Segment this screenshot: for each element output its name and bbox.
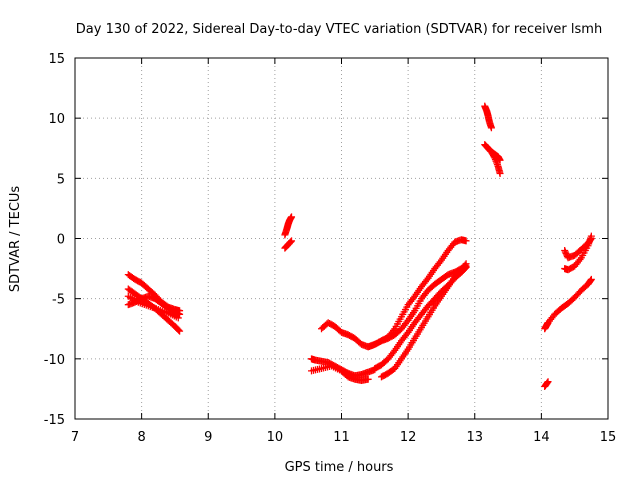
x-tick-label: 9 <box>204 430 212 445</box>
data-point <box>461 261 469 269</box>
x-axis-label: GPS time / hours <box>285 460 394 475</box>
y-tick-label: 15 <box>48 52 65 67</box>
y-tick-label: 0 <box>57 233 65 248</box>
tick-labels: 7 8 9 10 11 12 13 14 15 -15 -10 -5 0 5 10 15 <box>44 52 617 445</box>
series-track-t <box>561 235 595 262</box>
grid-lines <box>75 58 608 419</box>
x-tick-label: 8 <box>137 430 145 445</box>
plot-frame <box>74 57 609 420</box>
x-tick-label: 11 <box>333 430 350 445</box>
series-track-d <box>124 292 182 322</box>
y-tick-label: -5 <box>52 293 65 308</box>
data-point <box>587 276 595 284</box>
series-track-r <box>541 378 552 391</box>
data-point <box>176 327 184 335</box>
y-tick-label: -15 <box>44 413 65 428</box>
y-tick-label: 10 <box>48 112 65 127</box>
data-point <box>543 379 551 387</box>
series-track-q <box>544 275 595 327</box>
series-track-h <box>308 362 372 384</box>
data-point <box>587 275 595 283</box>
series-track-l <box>377 260 470 381</box>
x-tick-label: 13 <box>466 430 483 445</box>
y-tick-label: -10 <box>44 353 65 368</box>
data-point <box>587 235 595 243</box>
data-point <box>287 238 295 246</box>
data-point <box>496 156 504 164</box>
data-point <box>288 237 296 245</box>
data-point <box>544 378 552 386</box>
chart-title: Day 130 of 2022, Sidereal Day-to-day VTE… <box>76 22 602 37</box>
data-point <box>364 375 372 383</box>
x-tick-label: 7 <box>71 430 79 445</box>
data-point <box>462 260 470 268</box>
data-point <box>174 314 182 322</box>
data-point <box>496 170 504 178</box>
y-axis-label: SDTVAR / TECUs <box>8 186 23 293</box>
data-point <box>462 237 470 245</box>
series-track-e <box>281 213 296 239</box>
data-point <box>288 213 296 221</box>
y-tick-label: 5 <box>57 172 65 187</box>
x-tick-label: 10 <box>267 430 284 445</box>
data-point <box>175 326 183 334</box>
data-point <box>587 235 595 242</box>
x-tick-label: 14 <box>533 430 550 445</box>
data-point <box>487 124 495 132</box>
x-tick-label: 15 <box>600 430 617 445</box>
series-track-m <box>481 102 495 132</box>
x-tick-label: 12 <box>400 430 417 445</box>
series-track-o <box>484 144 504 164</box>
series-track-f <box>281 237 296 252</box>
data-points <box>124 102 595 391</box>
data-point <box>286 238 294 246</box>
